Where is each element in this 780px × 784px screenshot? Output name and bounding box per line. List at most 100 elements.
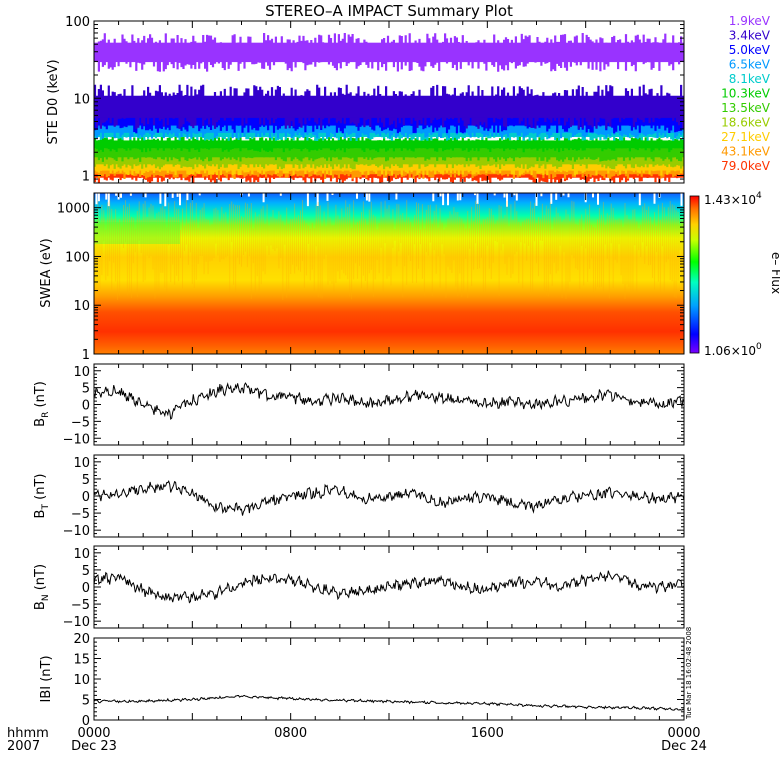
bt-ylabel: BT (nT) xyxy=(33,474,51,519)
br-ticks: −10 −50 5 10 xyxy=(63,363,685,447)
colorbar-min-label: 1.06×100 xyxy=(704,342,762,358)
colorbar-max-exp: 4 xyxy=(756,191,762,201)
y-tick-label: 20 xyxy=(73,632,90,647)
bt-ylabel-unit: (nT) xyxy=(33,474,48,500)
y-tick-label: 1 xyxy=(82,348,90,363)
ste-d0-panel: 1 10 100 STE D0 (keV) 1.9keV3.4keV5.0keV6.… xyxy=(46,14,771,185)
bmag-series-line xyxy=(94,694,684,711)
legend-entry: 6.5keV xyxy=(729,58,771,72)
bmag-ticks: 0 5 10 15 20 xyxy=(73,632,685,729)
legend-entry: 79.0keV xyxy=(721,159,771,173)
swea-texture xyxy=(94,200,683,300)
ste-series-band xyxy=(94,140,684,149)
legend-entry: 3.4keV xyxy=(729,29,771,43)
y-tick-label: 10 xyxy=(73,299,90,314)
y-tick-label: −5 xyxy=(71,598,90,613)
ste-d0-data-layer xyxy=(94,33,684,183)
ste-series-band xyxy=(94,42,684,63)
bn-ylabel-b: B xyxy=(33,601,48,610)
bt-ylabel-b: B xyxy=(33,510,48,519)
colorbar-axis-label: e– Flux xyxy=(769,252,780,294)
y-tick-label: 1000 xyxy=(57,202,90,217)
y-tick-label: 5 xyxy=(82,473,90,488)
legend-entry: 13.5keV xyxy=(721,101,771,115)
y-tick-label: −10 xyxy=(63,615,90,630)
legend-entry: 27.1keV xyxy=(721,130,771,144)
bt-ylabel-sub: T xyxy=(41,504,51,511)
y-tick-label: 5 xyxy=(82,564,90,579)
swea-ylabel: SWEA (eV) xyxy=(39,238,54,307)
time-tick-label: 0800 xyxy=(274,726,307,741)
swea-spectrogram xyxy=(94,193,684,354)
bn-ylabel-unit: (nT) xyxy=(33,564,48,590)
swea-early-band xyxy=(94,222,181,244)
br-panel: −10 −50 5 10 BR (nT) xyxy=(33,363,685,447)
br-ylabel-sub: R xyxy=(41,412,51,418)
br-series-line xyxy=(94,382,684,421)
bt-frame xyxy=(93,454,685,538)
y-tick-label: 10 xyxy=(73,365,90,380)
ste-series-band xyxy=(94,95,684,118)
y-tick-label: 10 xyxy=(73,92,90,107)
bt-panel: −10 −5 0 5 10 BT (nT) xyxy=(33,454,685,539)
time-tick-label: 0000 xyxy=(667,726,700,741)
time-tick-date: Dec 23 xyxy=(71,739,117,754)
y-tick-label: 100 xyxy=(65,250,90,265)
legend-entry: 18.6keV xyxy=(721,116,771,130)
y-tick-label: 1 xyxy=(82,170,90,185)
time-tick-label: 1600 xyxy=(471,726,504,741)
legend-entry: 1.9keV xyxy=(729,14,771,28)
swea-streaks xyxy=(94,193,683,300)
bt-series-line xyxy=(94,480,684,516)
y-tick-label: 15 xyxy=(73,653,90,668)
y-tick-label: 0 xyxy=(82,490,90,505)
time-axis-row1-label: hhmm xyxy=(7,726,49,741)
plot-title: STEREO–A IMPACT Summary Plot xyxy=(265,2,513,20)
legend-entry: 10.3keV xyxy=(721,87,771,101)
swea-spectrogram-fill xyxy=(94,193,684,354)
y-tick-label: 10 xyxy=(73,673,90,688)
swea-data-gaps xyxy=(95,193,683,207)
y-tick-label: 0 xyxy=(82,714,90,729)
bmag-ylabel: IBI (nT) xyxy=(39,655,54,702)
y-tick-label: 100 xyxy=(65,15,90,30)
colorbar-min-mantissa: 1.06×10 xyxy=(704,344,756,358)
ste-d0-ticks: 1 10 100 xyxy=(65,15,685,185)
time-tick-label: 0000 xyxy=(77,726,110,741)
bt-ticks: −10 −5 0 5 10 xyxy=(63,454,685,539)
ste-d0-legend: 1.9keV3.4keV5.0keV6.5keV8.1keV10.3keV13.… xyxy=(721,14,771,173)
legend-entry: 8.1keV xyxy=(729,72,771,86)
bn-frame xyxy=(93,545,685,629)
y-tick-label: 0 xyxy=(82,581,90,596)
colorbar xyxy=(689,195,700,354)
br-frame xyxy=(93,363,685,446)
ste-series-1.9keV xyxy=(94,33,684,72)
time-tick-date: Dec 24 xyxy=(661,739,707,754)
bn-panel: −10 −5 0 5 10 BN (nT) xyxy=(33,545,685,630)
time-axis-row2-label: 2007 xyxy=(7,739,40,754)
y-tick-label: −10 xyxy=(63,524,90,539)
ste-d0-ylabel: STE D0 (keV) xyxy=(46,59,61,144)
bn-ylabel: BN (nT) xyxy=(33,564,51,610)
colorbar-max-mantissa: 1.43×10 xyxy=(704,193,756,207)
bn-series-line xyxy=(94,570,684,604)
bn-ticks: −10 −5 0 5 10 xyxy=(63,545,685,630)
y-tick-label: −10 xyxy=(63,432,90,447)
colorbar-max-label: 1.43×104 xyxy=(704,191,762,207)
swea-panel: 1 10 100 1000 SWEA (eV) 1.43×104 1.06×100 e… xyxy=(39,191,780,363)
bmag-panel: 0 5 10 15 20 IBI (nT) xyxy=(39,632,685,729)
ste-series-3.4keV xyxy=(94,84,684,129)
y-tick-label: −5 xyxy=(71,507,90,522)
y-tick-label: 10 xyxy=(73,547,90,562)
y-tick-label: −5 xyxy=(71,415,90,430)
generation-timestamp: Tue Mar 18 16:02:48 2008 xyxy=(685,627,693,720)
colorbar-min-exp: 0 xyxy=(756,342,762,352)
legend-entry: 43.1keV xyxy=(721,145,771,159)
br-ylabel-unit: (nT) xyxy=(33,381,48,407)
bn-ylabel-sub: N xyxy=(41,594,51,601)
y-tick-label: 10 xyxy=(73,456,90,471)
y-tick-label: 5 xyxy=(82,382,90,397)
